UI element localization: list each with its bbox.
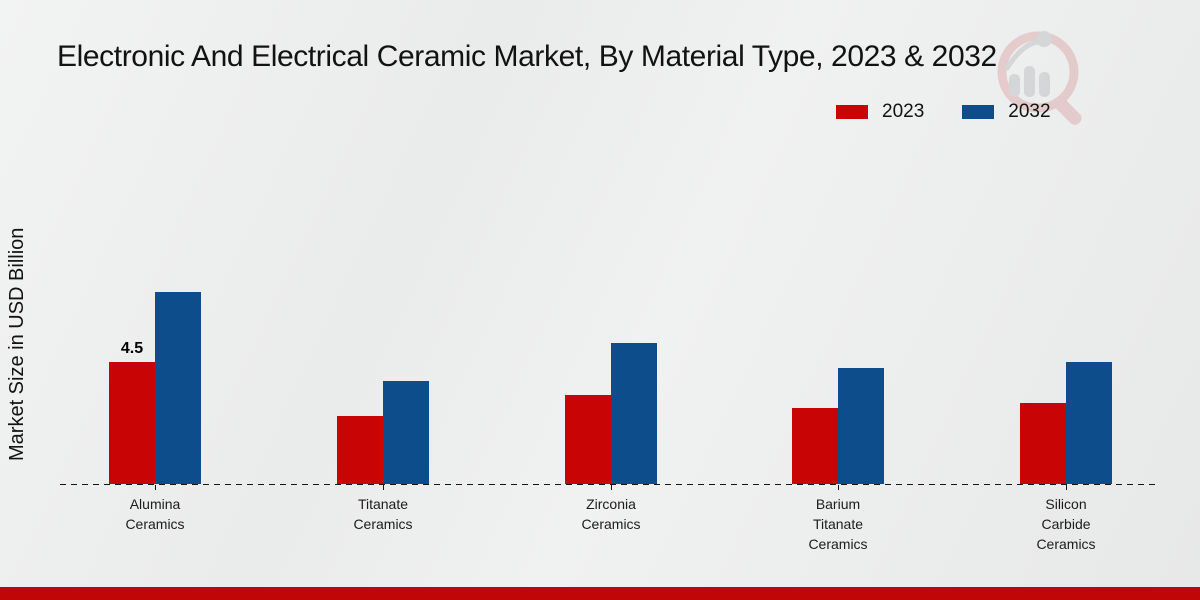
legend: 2023 2032 bbox=[836, 101, 1051, 123]
bar-value-label: 4.5 bbox=[120, 340, 144, 357]
category-label: Silicon Carbide Ceramics bbox=[1036, 496, 1096, 552]
category-label: Titanate Ceramics bbox=[353, 496, 413, 532]
legend-label-2032: 2032 bbox=[1008, 101, 1051, 122]
legend-item-2032: 2032 bbox=[962, 101, 1051, 123]
legend-label-2023: 2023 bbox=[882, 101, 925, 122]
x-axis-tick bbox=[838, 485, 839, 490]
x-axis-baseline bbox=[60, 484, 1158, 485]
bar-2023-alumina-ceramics bbox=[109, 362, 155, 484]
legend-swatch-2023 bbox=[836, 105, 868, 119]
chart-title: Electronic And Electrical Ceramic Market… bbox=[57, 40, 997, 73]
legend-item-2023: 2023 bbox=[836, 101, 924, 123]
bar-2023-titanate-ceramics bbox=[337, 416, 383, 484]
bar-2032-alumina-ceramics bbox=[155, 292, 201, 484]
bar-2023-silicon-carbide-ceramics bbox=[1020, 403, 1066, 484]
bar-2032-barium-titanate-ceramics bbox=[838, 368, 884, 484]
category-label: Zirconia Ceramics bbox=[581, 496, 641, 532]
footer-accent-bar bbox=[0, 587, 1200, 600]
x-axis-tick bbox=[611, 485, 612, 490]
bar-2023-zirconia-ceramics bbox=[565, 395, 611, 484]
category-label: Barium Titanate Ceramics bbox=[808, 496, 868, 552]
bar-2023-barium-titanate-ceramics bbox=[792, 408, 838, 484]
x-axis-tick bbox=[1066, 485, 1067, 490]
bar-2032-silicon-carbide-ceramics bbox=[1066, 362, 1112, 484]
bar-2032-zirconia-ceramics bbox=[611, 343, 657, 484]
magnifier-bar-chart-logo-icon bbox=[997, 31, 1082, 125]
category-label: Alumina Ceramics bbox=[125, 496, 185, 532]
legend-swatch-2032 bbox=[962, 105, 995, 119]
x-axis-tick bbox=[383, 485, 384, 490]
x-axis-tick bbox=[155, 485, 156, 490]
bar-2032-titanate-ceramics bbox=[383, 381, 429, 484]
